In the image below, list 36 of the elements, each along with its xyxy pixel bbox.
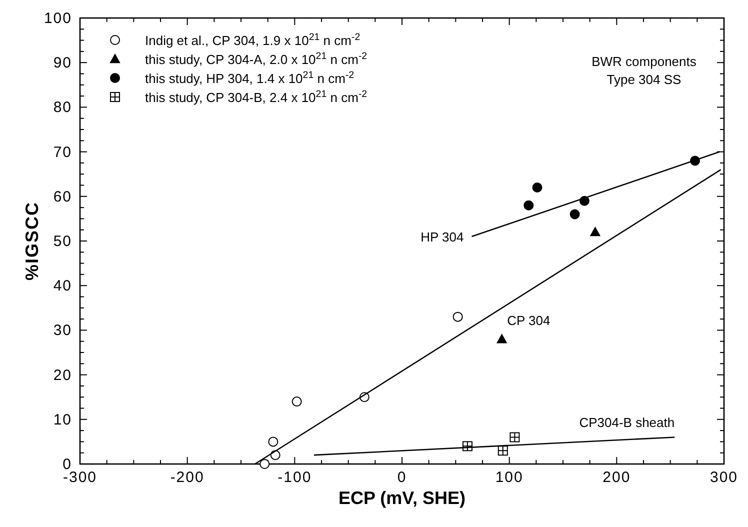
legend-label: this study, CP 304-B, 2.4 x 10$^{21}$ n cm$^{-2}$	[145, 88, 368, 105]
y-tick-label: 90	[53, 54, 72, 72]
point	[292, 396, 302, 407]
point	[268, 436, 278, 447]
point	[532, 182, 542, 192]
annotation: CP 304	[507, 313, 550, 328]
annotation: BWR components	[592, 54, 697, 69]
legend-label: this study, CP 304-A, 2.0 x 10$^{21}$ n cm$^{-2}$	[145, 50, 368, 67]
point	[590, 227, 600, 236]
annotation: CP304-B sheath	[579, 415, 675, 430]
point	[452, 312, 463, 322]
y-tick-label: 40	[53, 278, 72, 295]
y-tick-label: 10	[53, 411, 72, 428]
legend-label: this study, HP 304, 1.4 x 10$^{21}$ n cm$^{-2}$	[145, 70, 354, 86]
point	[260, 459, 270, 469]
annotation: Type 304 SS	[606, 72, 682, 87]
x-tick-label: -200	[170, 469, 204, 486]
x-tick-label: 0	[397, 469, 407, 486]
point	[570, 209, 580, 220]
y-tick-label: 60	[53, 188, 72, 206]
x-tick-label: 100	[495, 469, 524, 486]
y-tick-label: 30	[53, 322, 72, 340]
x-tick-label: 200	[602, 469, 631, 486]
y-tick-label: 100	[44, 10, 72, 27]
y-tick-label: 80	[53, 99, 72, 116]
point	[496, 334, 507, 344]
x-tick-label: -100	[278, 469, 312, 486]
y-tick-label: 70	[53, 144, 72, 161]
point	[524, 200, 534, 210]
y-tick-label: 20	[53, 366, 72, 384]
x-tick-label: 300	[710, 469, 738, 486]
y-tick-label: 50	[53, 233, 72, 250]
legend-label: Indig et al., CP 304, 1.9 x 10$^{21}$ n cm$^{-2}$	[145, 32, 360, 48]
y-axis-title: %IGSCC	[22, 201, 42, 281]
annotation: HP 304	[420, 230, 464, 245]
x-axis-title: ECP (mV, SHE)	[338, 488, 466, 508]
